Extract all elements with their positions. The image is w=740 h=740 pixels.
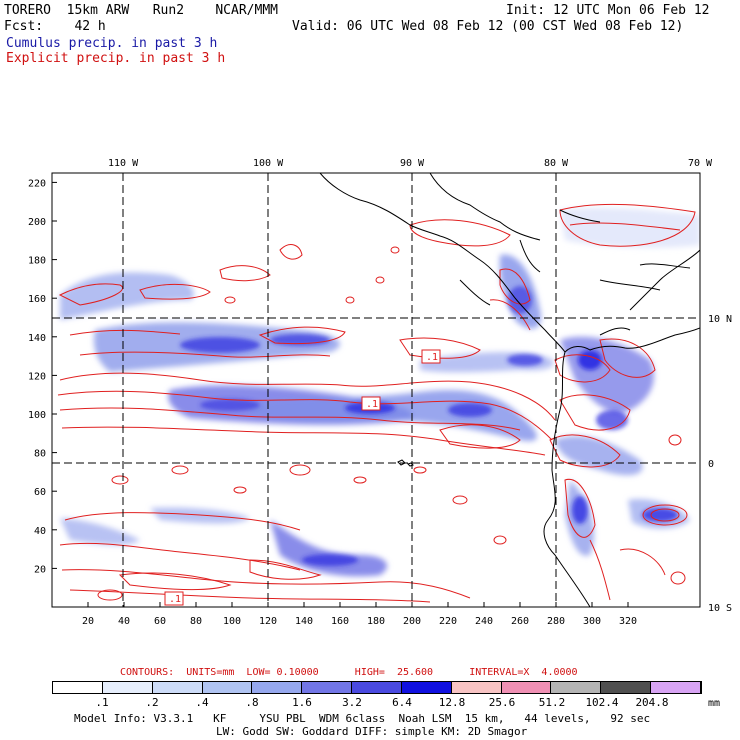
lon-label: 110 W — [108, 158, 139, 169]
colorbar-label: 51.2 — [538, 696, 566, 709]
lon-label: 70 W — [688, 158, 713, 169]
x-tick-label: 140 — [295, 616, 313, 627]
x-tick-label: 160 — [331, 616, 349, 627]
fcst-value: 42 h — [74, 19, 106, 34]
colorbar — [52, 681, 702, 694]
y-axis-ticks: 20 40 60 80 100 120 140 160 180 200 220 — [28, 178, 57, 575]
valid-time: Valid: 06 UTC Wed 08 Feb 12 (00 CST Wed … — [292, 19, 684, 34]
x-tick-label: 200 — [403, 616, 421, 627]
lat-label: 10 S — [708, 603, 732, 614]
colorbar-swatch — [102, 682, 153, 693]
run-label: Run2 — [152, 3, 185, 18]
x-tick-label: 220 — [439, 616, 457, 627]
colorbar-label: 204.8 — [635, 696, 669, 709]
fcst-label: Fcst: — [4, 19, 44, 34]
colorbar-swatch — [451, 682, 502, 693]
colorbar-swatch — [501, 682, 552, 693]
explicit-precip-contours — [57, 203, 696, 603]
right-lat-labels: 10 N 0 10 S — [708, 314, 732, 614]
colorbar-swatch — [551, 682, 602, 693]
y-tick-label: 80 — [34, 449, 46, 460]
colorbar-label: 12.8 — [438, 696, 466, 709]
top-lon-labels: 110 W 100 W 90 W 80 W 70 W — [108, 158, 713, 169]
x-tick-label: 280 — [547, 616, 565, 627]
colorbar-swatch — [252, 682, 303, 693]
cumulus-precip-shading — [60, 207, 700, 577]
x-axis-ticks: 20 40 60 80 100 120 140 160 180 200 220 240 260 280 30… — [82, 602, 637, 627]
colorbar-swatch — [53, 682, 103, 693]
x-tick-label: 260 — [511, 616, 529, 627]
lat-label: 0 — [708, 459, 714, 470]
resolution: 15km ARW — [66, 3, 130, 18]
colorbar-swatch — [352, 682, 402, 693]
colorbar-label: 1.6 — [292, 696, 312, 709]
contour-labels: .1 .1 .1 — [164, 349, 441, 606]
y-tick-label: 180 — [28, 256, 46, 267]
x-tick-label: 40 — [118, 616, 130, 627]
colorbar-label: .1 — [95, 696, 109, 709]
y-tick-label: 40 — [34, 526, 46, 537]
org-label: NCAR/MMM — [215, 3, 278, 18]
y-tick-label: 20 — [34, 564, 46, 575]
colorbar-swatch — [401, 682, 452, 693]
colorbar-label: .8 — [245, 696, 259, 709]
colorbar-label: .4 — [195, 696, 209, 709]
colorbar-label: 3.2 — [342, 696, 362, 709]
x-tick-label: 100 — [223, 616, 241, 627]
colorbar-swatch — [302, 682, 353, 693]
y-tick-label: 160 — [28, 294, 46, 305]
header-line-1: TORERO 15km ARW Run2 NCAR/MMM — [4, 3, 278, 18]
lat-lon-grid — [52, 173, 700, 607]
model-info-line-1: Model Info: V3.3.1 KF YSU PBL WDM 6class… — [74, 712, 651, 725]
y-tick-label: 200 — [28, 217, 46, 228]
x-tick-label: 300 — [583, 616, 601, 627]
x-tick-label: 60 — [154, 616, 166, 627]
y-tick-label: 140 — [28, 333, 46, 344]
y-tick-label: 100 — [28, 410, 46, 421]
lat-label: 10 N — [708, 314, 732, 325]
coastlines — [319, 173, 700, 607]
fcst-line: Fcst: 42 h — [4, 19, 106, 34]
x-tick-label: 120 — [259, 616, 277, 627]
model-info-line-2: LW: Godd SW: Goddard DIFF: simple KM: 2D… — [216, 725, 528, 738]
x-tick-label: 240 — [475, 616, 493, 627]
explicit-legend: Explicit precip. in past 3 h — [6, 51, 226, 66]
colorbar-label: 25.6 — [488, 696, 516, 709]
y-tick-label: 60 — [34, 487, 46, 498]
colorbar-label: 102.4 — [585, 696, 619, 709]
x-tick-label: 320 — [619, 616, 637, 627]
y-tick-label: 120 — [28, 371, 46, 382]
contours-info: CONTOURS: UNITS=mm LOW= 0.10000 HIGH= 25… — [120, 667, 578, 678]
lon-label: 90 W — [400, 158, 425, 169]
colorbar-unit: mm — [708, 698, 721, 709]
colorbar-swatch — [152, 682, 203, 693]
model-name: TORERO — [4, 3, 51, 18]
cumulus-precip-cores — [180, 286, 678, 566]
cumulus-legend: Cumulus precip. in past 3 h — [6, 36, 218, 51]
colorbar-label: .2 — [145, 696, 159, 709]
contour-label: .1 — [426, 352, 438, 363]
contour-label: .1 — [366, 399, 378, 410]
x-tick-label: 80 — [190, 616, 202, 627]
init-time: Init: 12 UTC Mon 06 Feb 12 — [506, 3, 710, 18]
contour-label: .1 — [169, 594, 181, 605]
colorbar-swatch — [601, 682, 652, 693]
x-tick-label: 180 — [367, 616, 385, 627]
colorbar-swatch — [651, 682, 701, 693]
x-tick-label: 20 — [82, 616, 94, 627]
lon-label: 100 W — [253, 158, 284, 169]
lon-label: 80 W — [544, 158, 569, 169]
y-tick-label: 220 — [28, 178, 46, 189]
colorbar-swatch — [202, 682, 253, 693]
colorbar-label: 6.4 — [392, 696, 412, 709]
